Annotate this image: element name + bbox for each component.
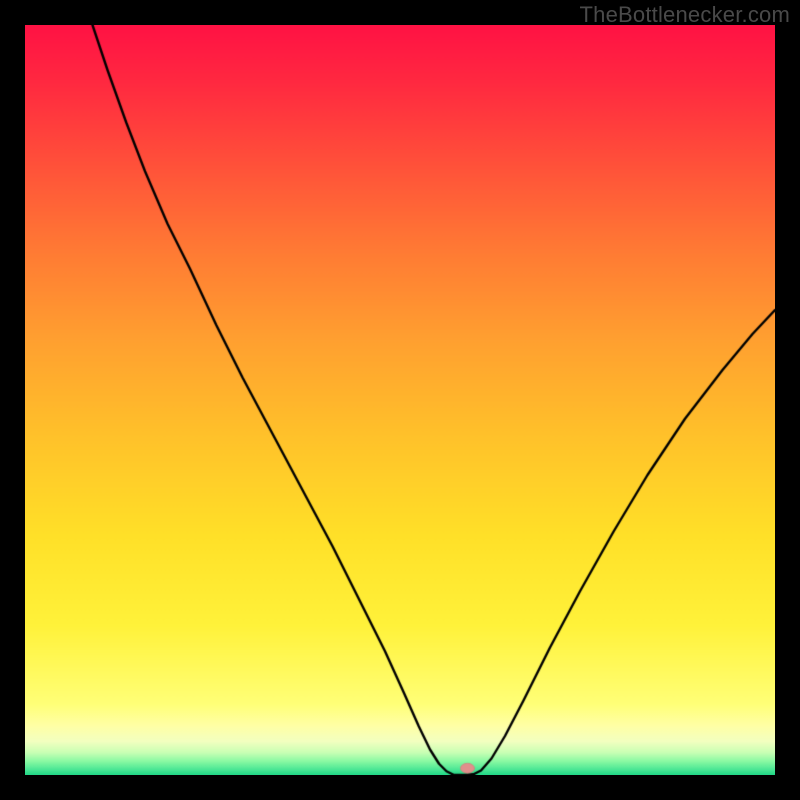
bottleneck-curve-plot [25, 25, 775, 775]
watermark-label: TheBottlenecker.com [580, 2, 790, 28]
plot-canvas [25, 25, 775, 775]
chart-frame: TheBottlenecker.com [0, 0, 800, 800]
